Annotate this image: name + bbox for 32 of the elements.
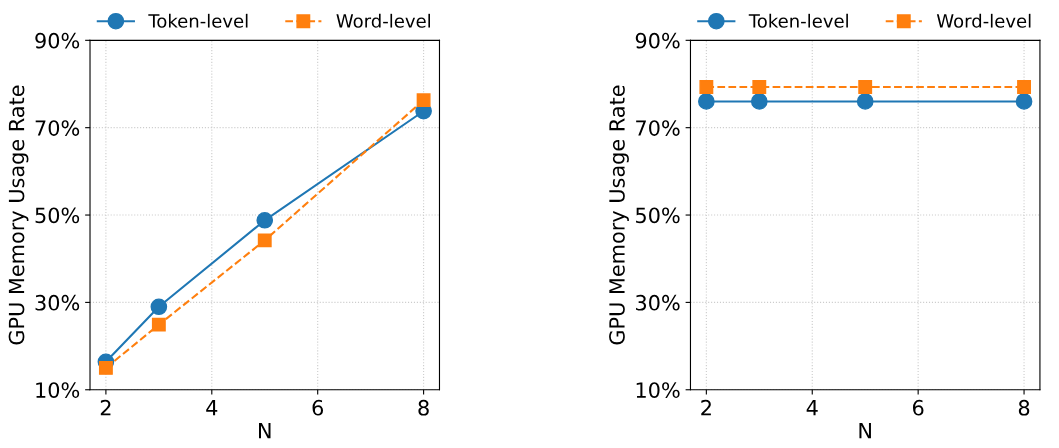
y-tick-label: 50% [35, 207, 80, 224]
y-tick-label: 70% [636, 120, 680, 136]
point [416, 93, 431, 108]
point [256, 211, 274, 229]
legend-label: Token-level [748, 13, 848, 28]
x-tick-label: 2 [701, 399, 711, 416]
legend-label: Word-level [936, 13, 1031, 28]
y-tick-label: 10% [636, 382, 680, 398]
legend-label: Token-level [148, 13, 248, 28]
x-tick-label: 4 [806, 400, 818, 416]
point [150, 298, 168, 316]
y-tick-label: 50% [636, 207, 680, 224]
point [257, 233, 272, 248]
y-axis-title: GPU Memory Usage Rate [8, 85, 29, 345]
point [98, 360, 113, 375]
y-tick-label: 30% [636, 294, 680, 311]
y-tick-label: 30% [35, 294, 80, 311]
x-tick-label: 6 [912, 399, 924, 416]
y-tick-label: 90% [35, 32, 80, 49]
y-tick-label: 90% [635, 32, 680, 49]
legend-label: Word-level [336, 13, 430, 28]
y-tick-label: 10% [36, 382, 80, 398]
point [151, 317, 166, 332]
x-tick-label: 6 [312, 399, 324, 416]
x-tick-label: 8 [1018, 399, 1030, 416]
x-tick-label: 8 [418, 399, 429, 416]
y-axis-title: GPU Memory Usage Rate [609, 85, 629, 345]
x-axis-title: N [259, 423, 271, 439]
x-axis-title: N [859, 423, 871, 439]
x-tick-label: 4 [206, 400, 218, 416]
y-tick-label: 70% [35, 120, 80, 136]
x-tick-label: 2 [100, 399, 111, 416]
